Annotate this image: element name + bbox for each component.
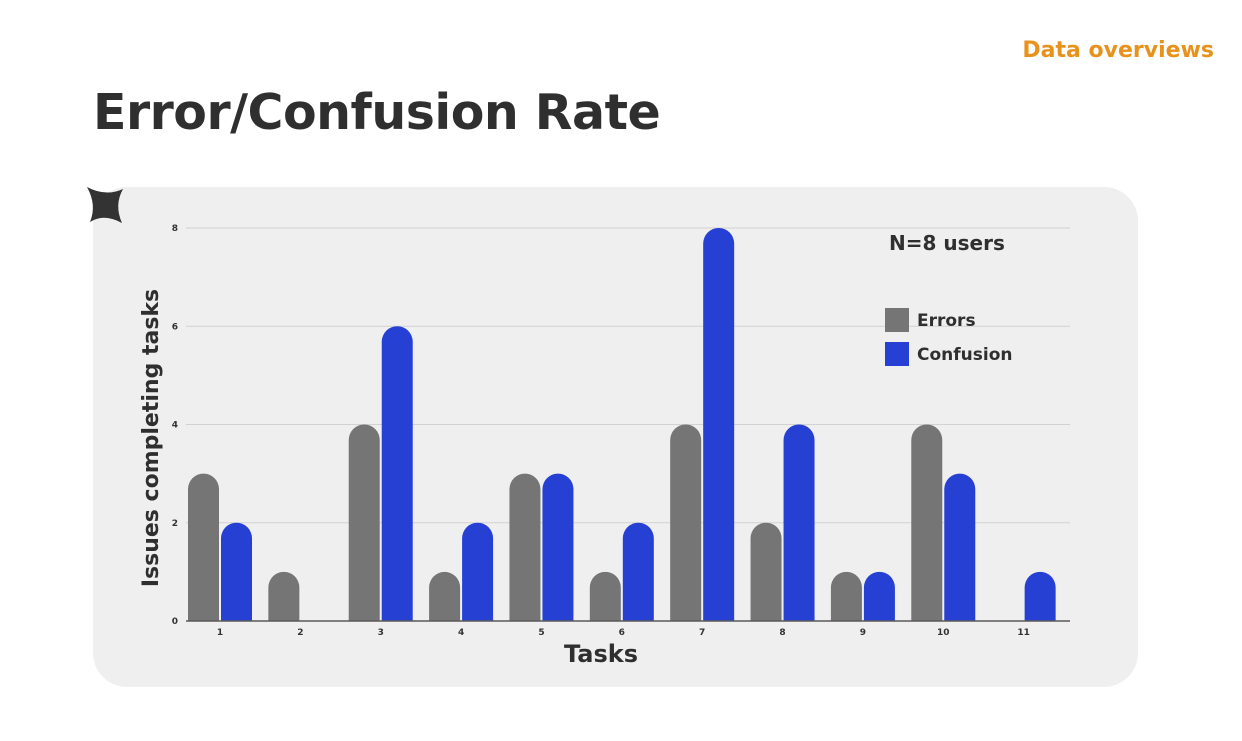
- bar-confusion: [542, 473, 574, 621]
- legend-swatch-errors: [885, 308, 909, 332]
- y-tick-label: 2: [172, 519, 178, 529]
- bar-errors: [830, 571, 862, 621]
- x-tick-label: 8: [779, 628, 785, 638]
- x-tick-label: 4: [458, 628, 464, 638]
- y-tick-label: 0: [172, 617, 178, 627]
- y-tick-label: 6: [172, 322, 178, 332]
- y-tick-label: 8: [172, 224, 178, 234]
- bar-confusion: [863, 571, 895, 621]
- x-tick-label: 1: [217, 628, 223, 638]
- y-axis-label: Issues completing tasks: [139, 289, 164, 587]
- x-tick-label: 9: [860, 628, 866, 638]
- sample-size-annotation: N=8 users: [889, 231, 1005, 255]
- bar-confusion: [381, 326, 413, 621]
- sparkle-icon: [87, 187, 123, 223]
- bar-confusion: [1024, 571, 1056, 621]
- bar-errors: [670, 424, 702, 621]
- x-tick-label: 6: [619, 628, 625, 638]
- bar-confusion: [703, 227, 735, 621]
- x-tick-label: 5: [538, 628, 544, 638]
- bar-errors: [348, 424, 380, 621]
- bar-errors: [429, 571, 461, 621]
- x-tick-label: 2: [297, 628, 303, 638]
- bar-confusion: [783, 424, 815, 621]
- legend-swatch-confusion: [885, 342, 909, 366]
- page-title: Error/Confusion Rate: [93, 84, 661, 141]
- x-tick-label: 10: [937, 628, 950, 638]
- y-tick-label: 4: [172, 421, 178, 431]
- x-axis-label: Tasks: [564, 640, 638, 668]
- section-tag: Data overviews: [1022, 38, 1214, 63]
- bar-errors: [750, 522, 782, 621]
- bar-confusion: [462, 522, 494, 621]
- x-tick-label: 11: [1017, 628, 1030, 638]
- bar-errors: [188, 473, 219, 621]
- bar-errors: [589, 571, 621, 621]
- bar-confusion: [944, 473, 976, 621]
- x-tick-label: 7: [699, 628, 705, 638]
- x-tick-label: 3: [378, 628, 384, 638]
- bar-errors: [509, 473, 541, 621]
- legend-label-confusion: Confusion: [917, 345, 1012, 365]
- bar-errors: [911, 424, 943, 621]
- legend-label-errors: Errors: [917, 311, 976, 331]
- bar-confusion: [221, 522, 252, 621]
- bar-confusion: [622, 522, 654, 621]
- bar-errors: [268, 571, 300, 621]
